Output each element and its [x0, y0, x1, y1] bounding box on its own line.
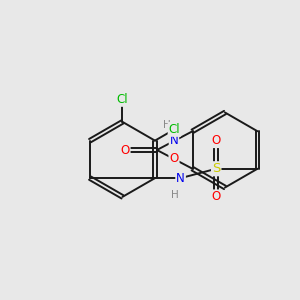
Text: N: N: [176, 172, 185, 184]
Text: N: N: [169, 134, 178, 148]
Text: Cl: Cl: [117, 93, 128, 106]
Text: O: O: [212, 190, 221, 203]
Text: S: S: [212, 162, 220, 175]
Text: O: O: [212, 134, 221, 147]
Text: H: H: [171, 190, 179, 200]
Text: O: O: [169, 152, 178, 166]
Text: Cl: Cl: [169, 123, 180, 136]
Text: O: O: [120, 143, 130, 157]
Text: H: H: [164, 120, 171, 130]
